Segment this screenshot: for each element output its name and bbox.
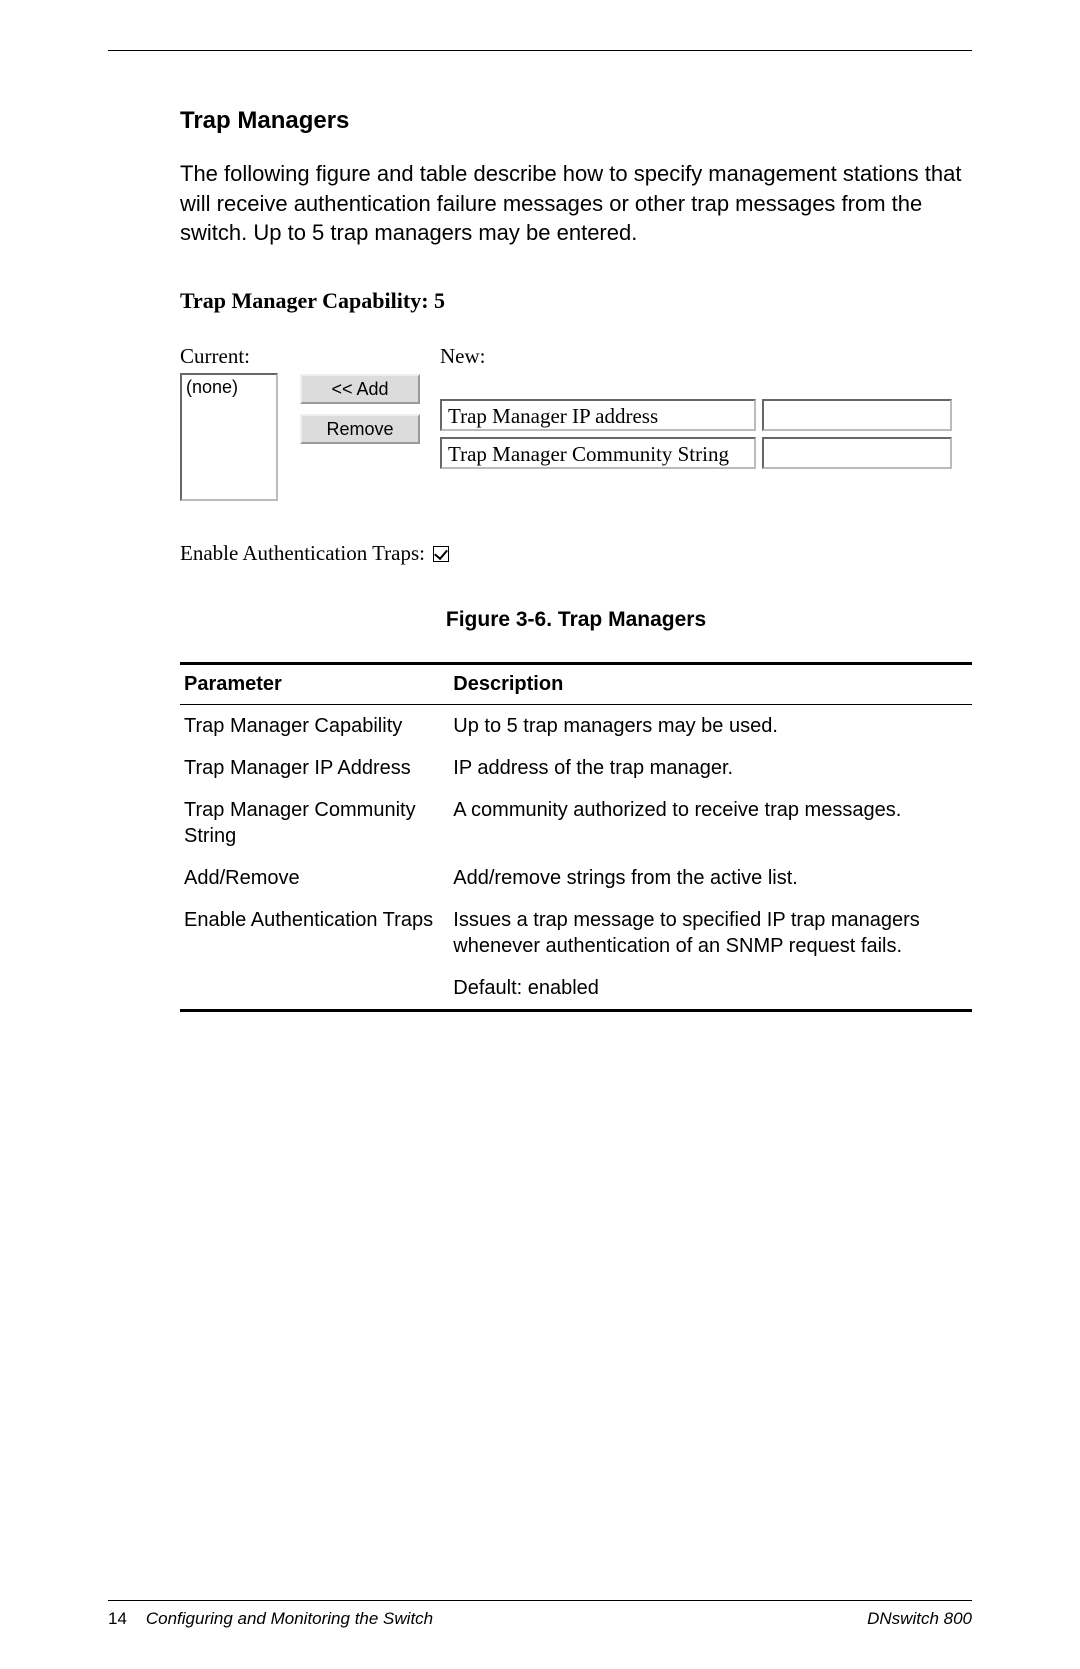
enable-auth-label: Enable Authentication Traps: — [180, 541, 425, 566]
desc-cell: A community authorized to receive trap m… — [449, 789, 972, 857]
param-cell: Trap Manager Capability — [180, 705, 449, 748]
param-cell: Trap Manager Community String — [180, 789, 449, 857]
page-footer: 14 Configuring and Monitoring the Switch… — [108, 1600, 972, 1629]
figure-caption: Figure 3-6. Trap Managers — [180, 608, 972, 632]
param-cell: Enable Authentication Traps — [180, 899, 449, 967]
current-listbox[interactable]: (none) — [180, 373, 278, 501]
new-label: New: — [440, 344, 972, 369]
param-cell — [180, 967, 449, 1011]
footer-chapter: Configuring and Monitoring the Switch — [146, 1609, 433, 1628]
add-button[interactable]: << Add — [300, 374, 420, 404]
community-string-label: Trap Manager Community String — [440, 437, 756, 469]
param-cell: Trap Manager IP Address — [180, 747, 449, 789]
content-area: Trap Managers The following figure and t… — [108, 107, 972, 1012]
listbox-item: (none) — [186, 377, 238, 397]
desc-cell: IP address of the trap manager. — [449, 747, 972, 789]
current-label: Current: — [180, 344, 300, 369]
table-row: Trap Manager Capability Up to 5 trap man… — [180, 705, 972, 748]
remove-button[interactable]: Remove — [300, 414, 420, 444]
capability-line: Trap Manager Capability: 5 — [180, 288, 972, 314]
trap-manager-figure: Current: (none) << Add Remove New: Trap … — [180, 344, 972, 566]
table-header-parameter: Parameter — [180, 664, 449, 705]
desc-cell: Add/remove strings from the active list. — [449, 857, 972, 899]
desc-cell: Default: enabled — [449, 967, 972, 1011]
footer-rule — [108, 1600, 972, 1601]
community-string-input[interactable] — [762, 437, 952, 469]
page: Trap Managers The following figure and t… — [0, 0, 1080, 1669]
enable-auth-row: Enable Authentication Traps: — [180, 541, 972, 566]
enable-auth-checkbox[interactable] — [433, 546, 449, 562]
top-rule — [108, 50, 972, 51]
table-header-description: Description — [449, 664, 972, 705]
ip-address-label: Trap Manager IP address — [440, 399, 756, 431]
footer-left: 14 Configuring and Monitoring the Switch — [108, 1609, 433, 1629]
footer-right: DNswitch 800 — [867, 1609, 972, 1629]
parameter-table: Parameter Description Trap Manager Capab… — [180, 662, 972, 1012]
param-cell: Add/Remove — [180, 857, 449, 899]
section-title: Trap Managers — [180, 107, 972, 135]
table-row: Add/Remove Add/remove strings from the a… — [180, 857, 972, 899]
table-row: Enable Authentication Traps Issues a tra… — [180, 899, 972, 967]
footer-page-number: 14 — [108, 1609, 127, 1628]
desc-cell: Up to 5 trap managers may be used. — [449, 705, 972, 748]
desc-cell: Issues a trap message to specified IP tr… — [449, 899, 972, 967]
table-row: Trap Manager Community String A communit… — [180, 789, 972, 857]
ip-address-input[interactable] — [762, 399, 952, 431]
intro-paragraph: The following figure and table describe … — [180, 159, 972, 248]
table-row: Trap Manager IP Address IP address of th… — [180, 747, 972, 789]
table-row: Default: enabled — [180, 967, 972, 1011]
